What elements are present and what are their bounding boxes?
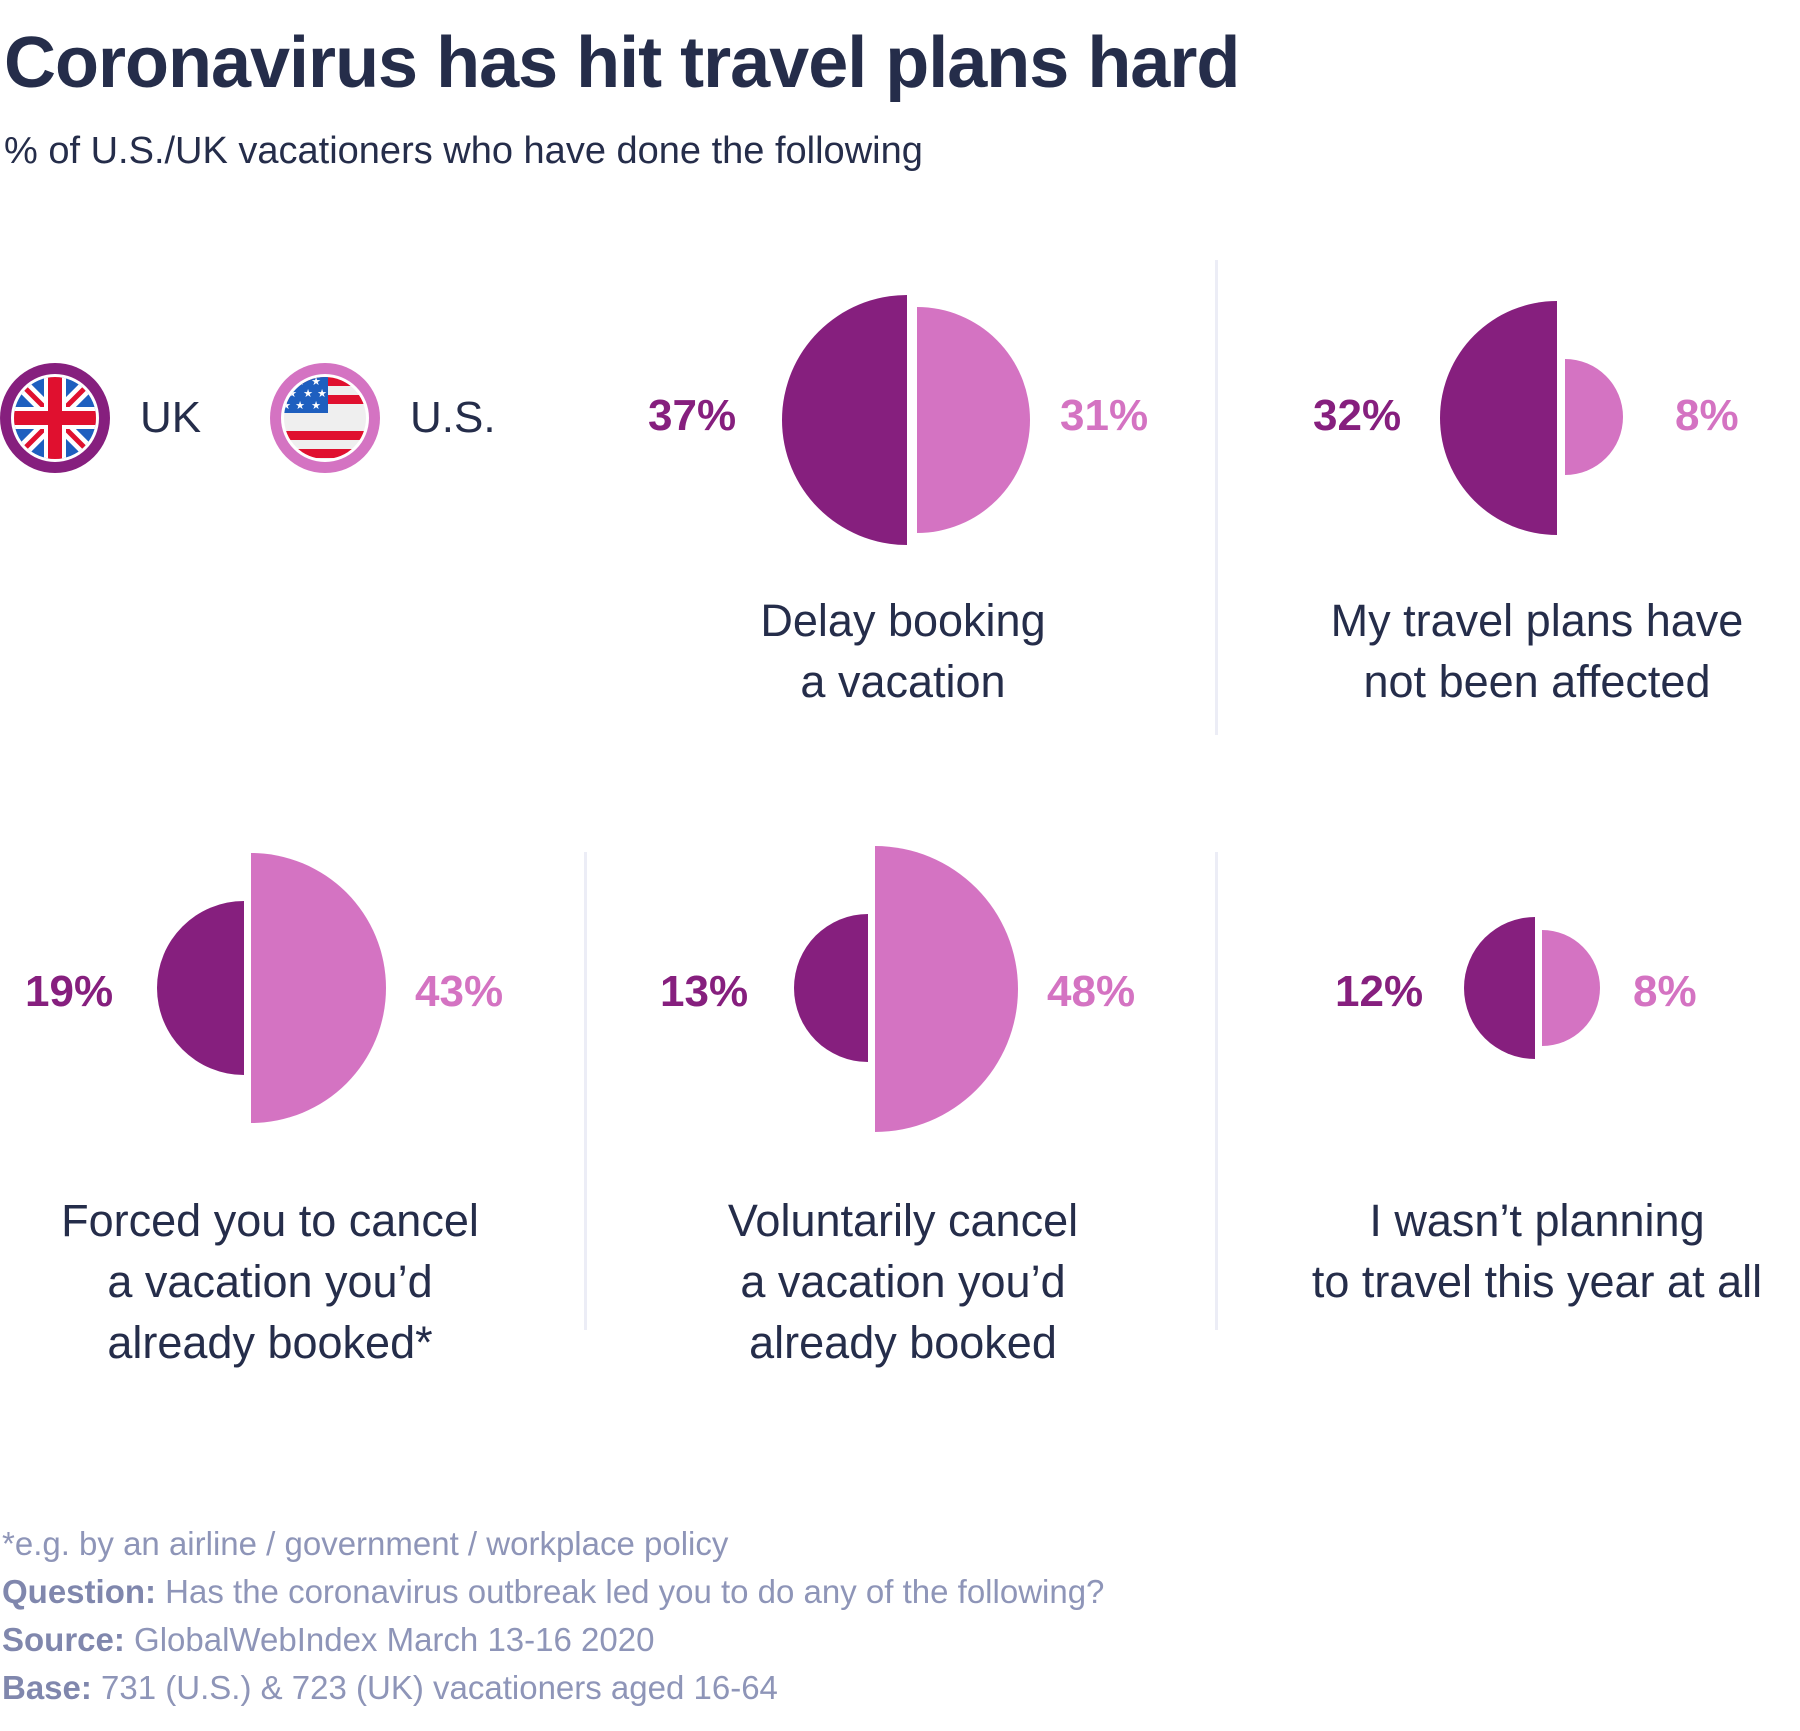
chart-footer: *e.g. by an airline / government / workp…: [2, 1520, 1104, 1712]
svg-text:★: ★: [317, 387, 327, 400]
uk-half-circle: [782, 295, 907, 545]
uk-flag-icon: [0, 363, 110, 473]
us-value-delay-booking: 31%: [1060, 391, 1149, 440]
svg-text:★: ★: [311, 399, 321, 412]
caption-delay-booking: Delay booking a vacation: [760, 595, 1046, 707]
chart-delay-booking: [782, 295, 1030, 545]
uk-value-delay-booking: 37%: [648, 391, 737, 440]
caption-not-affected: My travel plans have not been affected: [1330, 595, 1744, 707]
source-line: Source: GlobalWebIndex March 13-16 2020: [2, 1621, 655, 1658]
chart-title: Coronavirus has hit travel plans hard: [4, 23, 1240, 103]
svg-text:★: ★: [303, 387, 313, 400]
base-line: Base: 731 (U.S.) & 723 (UK) vacationers …: [2, 1669, 778, 1706]
us-half-circle: [1565, 359, 1623, 475]
divider-top: [1215, 260, 1218, 735]
divider-bottom-right: [1215, 852, 1218, 1330]
chart-subtitle: % of U.S./UK vacationers who have done t…: [4, 130, 923, 172]
uk-value-not-planning: 12%: [1335, 967, 1424, 1016]
uk-half-circle: [1464, 917, 1535, 1059]
us-value-not-planning: 8%: [1633, 967, 1697, 1016]
uk-half-circle: [794, 914, 868, 1062]
uk-half-circle: [1440, 301, 1557, 535]
caption-voluntarily-cancel: Voluntarily cancel a vacation you’d alre…: [727, 1195, 1079, 1368]
legend-label-us: U.S.: [410, 393, 496, 442]
us-half-circle: [251, 853, 386, 1123]
chart-not-planning: [1464, 917, 1600, 1059]
caption-forced-cancel: Forced you to cancel a vacation you’d al…: [61, 1195, 479, 1368]
chart-not-affected: [1440, 301, 1623, 535]
uk-half-circle: [157, 901, 244, 1075]
chart-voluntarily-cancel: [794, 846, 1018, 1132]
us-half-circle: [917, 307, 1030, 533]
us-half-circle: [1542, 930, 1600, 1046]
uk-value-voluntarily-cancel: 13%: [660, 967, 749, 1016]
legend-label-uk: UK: [140, 393, 202, 442]
svg-text:★: ★: [295, 399, 305, 412]
svg-text:★: ★: [281, 399, 291, 412]
footnote: *e.g. by an airline / government / workp…: [2, 1525, 729, 1562]
divider-bottom-left: [584, 852, 587, 1330]
question-line: Question: Has the coronavirus outbreak l…: [2, 1573, 1105, 1610]
legend-item-us: ★★ ★★★ ★★★ U.S.: [270, 363, 496, 473]
legend-item-uk: UK: [0, 363, 201, 473]
us-half-circle: [875, 846, 1018, 1132]
us-value-not-affected: 8%: [1675, 391, 1739, 440]
chart-forced-cancel: [157, 853, 386, 1123]
us-flag-icon: ★★ ★★★ ★★★: [270, 363, 380, 473]
us-value-forced-cancel: 43%: [415, 967, 504, 1016]
uk-value-not-affected: 32%: [1313, 391, 1402, 440]
uk-value-forced-cancel: 19%: [25, 967, 114, 1016]
caption-not-planning: I wasn’t planning to travel this year at…: [1311, 1195, 1763, 1307]
us-value-voluntarily-cancel: 48%: [1047, 967, 1136, 1016]
svg-text:★: ★: [311, 375, 321, 388]
